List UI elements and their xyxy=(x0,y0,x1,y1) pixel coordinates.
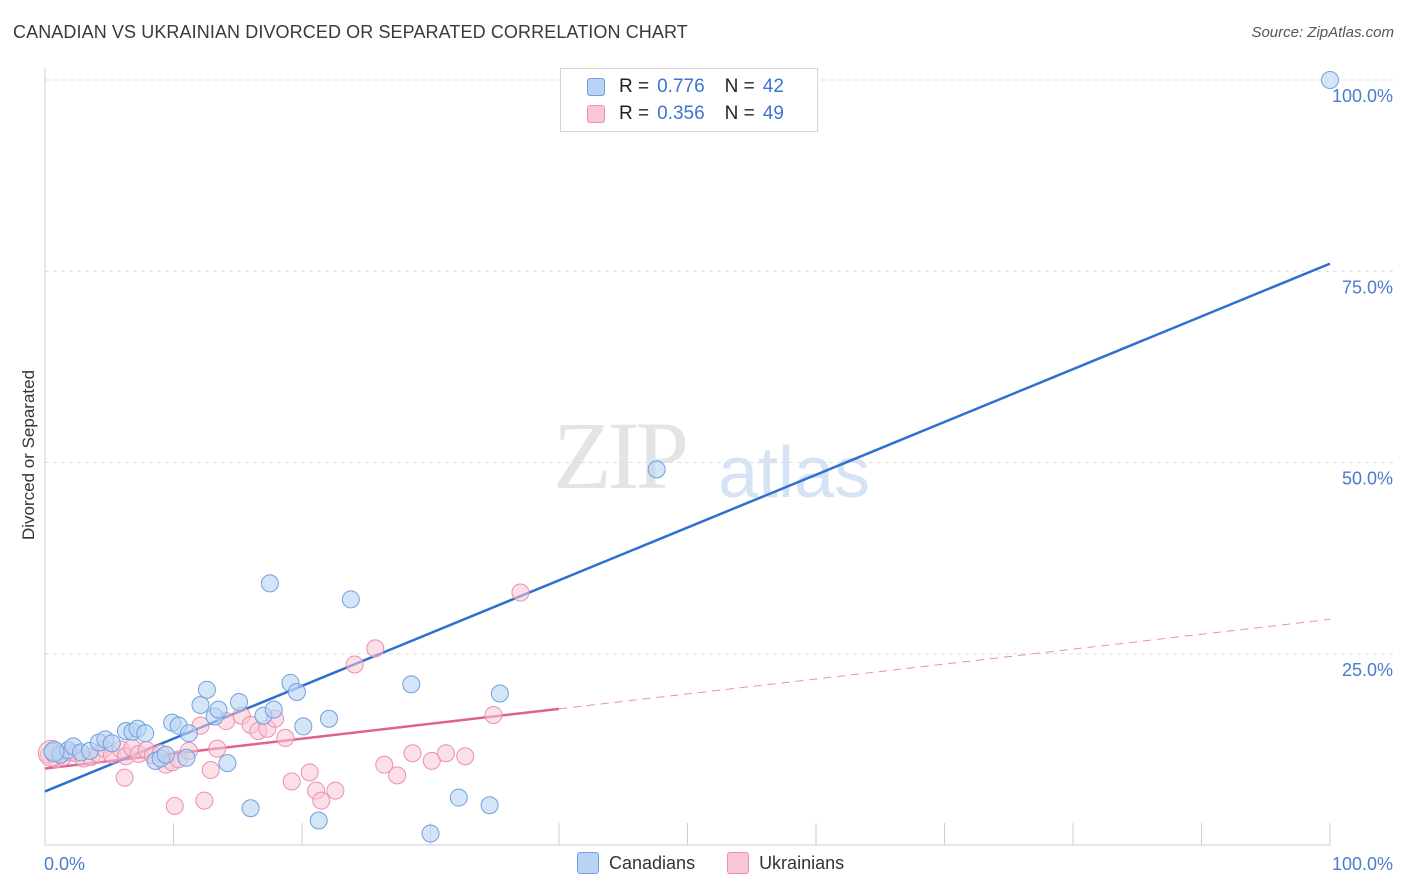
canadians-cluster-point xyxy=(43,741,65,763)
ukrainians-point xyxy=(403,744,422,763)
ukrainians-trend-dashed xyxy=(558,618,1331,710)
canadians-point xyxy=(449,788,468,807)
canadians-point xyxy=(647,460,666,479)
legend-r-value: 0.356 xyxy=(657,103,705,124)
correlation-legend: R = 0.776 N = 42 R = 0.356 N = 49 xyxy=(560,68,818,132)
canadians-point xyxy=(197,680,216,699)
legend-n-value: 42 xyxy=(762,76,784,97)
legend-r-label: R = xyxy=(619,103,650,124)
series-legend-ukrainians[interactable]: Ukrainians xyxy=(727,852,844,874)
ukrainians-point xyxy=(276,728,295,747)
watermark-zip: ZIP xyxy=(553,402,689,509)
series-label-ukrainians: Ukrainians xyxy=(759,852,845,873)
ukrainians-point xyxy=(195,791,214,810)
y-tick-label: 25.0% xyxy=(1342,660,1393,680)
ukrainians-point xyxy=(115,768,134,787)
canadians-trend-line xyxy=(44,262,1331,793)
ukrainians-point xyxy=(484,705,503,724)
series-swatch-ukrainians xyxy=(727,852,750,874)
ukrainians-point xyxy=(345,655,364,674)
canadians-point xyxy=(490,684,509,703)
ukrainians-point xyxy=(208,739,227,758)
legend-swatch-canadians xyxy=(587,78,605,96)
ukrainians-point xyxy=(201,761,220,780)
canadians-point xyxy=(177,748,196,767)
canadians-point xyxy=(319,709,338,728)
legend-r-value: 0.776 xyxy=(657,76,705,97)
series-legend: Canadians Ukrainians xyxy=(577,852,876,874)
y-tick-label: 50.0% xyxy=(1342,469,1393,489)
legend-n-label: N = xyxy=(724,76,755,97)
gridlines xyxy=(45,79,1395,655)
legend-n-label: N = xyxy=(724,103,755,124)
canadians-point xyxy=(480,796,499,815)
watermark-atlas: atlas xyxy=(718,433,871,513)
canadians-point xyxy=(230,692,249,711)
series-legend-canadians[interactable]: Canadians xyxy=(577,852,695,874)
legend-r-label: R = xyxy=(619,76,650,97)
chart-title: CANADIAN VS UKRAINIAN DIVORCED OR SEPARA… xyxy=(13,22,688,42)
ukrainians-point xyxy=(388,766,407,785)
ukrainians-point xyxy=(511,583,530,602)
canadians-point xyxy=(179,724,198,743)
canadians-point xyxy=(241,799,260,818)
tick-labels: 25.0% 50.0% 75.0% 100.0% 0.0% 100.0% xyxy=(44,86,1393,874)
ukrainians-point xyxy=(375,755,394,774)
canadians-trend xyxy=(44,262,1331,793)
canadians-point xyxy=(309,811,328,830)
legend-row-canadians: R = 0.776 N = 42 xyxy=(587,75,784,99)
canadians-point xyxy=(341,590,360,609)
ukrainians-point xyxy=(282,772,301,791)
canadians-point xyxy=(1321,71,1339,89)
legend-n-value: 49 xyxy=(762,103,784,124)
canadians-point xyxy=(102,734,121,753)
ukrainians-point xyxy=(436,744,455,763)
ukrainians-point xyxy=(312,791,331,810)
canadians-point xyxy=(191,696,210,715)
x-tick-label: 100.0% xyxy=(1332,854,1393,874)
source-label: Source: ZipAtlas.com xyxy=(1251,24,1394,41)
canadians-point xyxy=(421,824,440,843)
canadians-point xyxy=(260,574,279,593)
ukrainians-point xyxy=(422,751,441,770)
y-tick-label: 75.0% xyxy=(1342,277,1393,297)
series-label-canadians: Canadians xyxy=(609,852,696,873)
ukrainians-points xyxy=(37,583,530,815)
canadians-point xyxy=(294,717,313,736)
y-tick-label: 100.0% xyxy=(1332,86,1393,106)
ukrainians-point xyxy=(165,796,184,815)
ukrainians-point xyxy=(300,763,319,782)
canadians-point xyxy=(402,675,421,694)
canadians-point xyxy=(218,754,237,773)
axes xyxy=(44,68,1331,846)
ukrainians-point xyxy=(326,781,345,800)
legend-row-ukrainians: R = 0.356 N = 49 xyxy=(587,102,784,126)
canadians-point xyxy=(209,700,228,719)
canadians-point xyxy=(136,724,155,743)
legend-swatch-ukrainians xyxy=(587,105,605,123)
x-tick-label: 0.0% xyxy=(44,854,85,874)
y-axis-label: Divorced or Separated xyxy=(19,370,38,540)
ukrainians-point xyxy=(366,639,385,658)
series-swatch-canadians xyxy=(577,852,599,874)
canadians-points xyxy=(43,71,1339,843)
canadians-point xyxy=(287,683,306,701)
canadians-point xyxy=(264,700,283,719)
canadians-point xyxy=(156,745,175,764)
ukrainians-point xyxy=(456,747,475,766)
